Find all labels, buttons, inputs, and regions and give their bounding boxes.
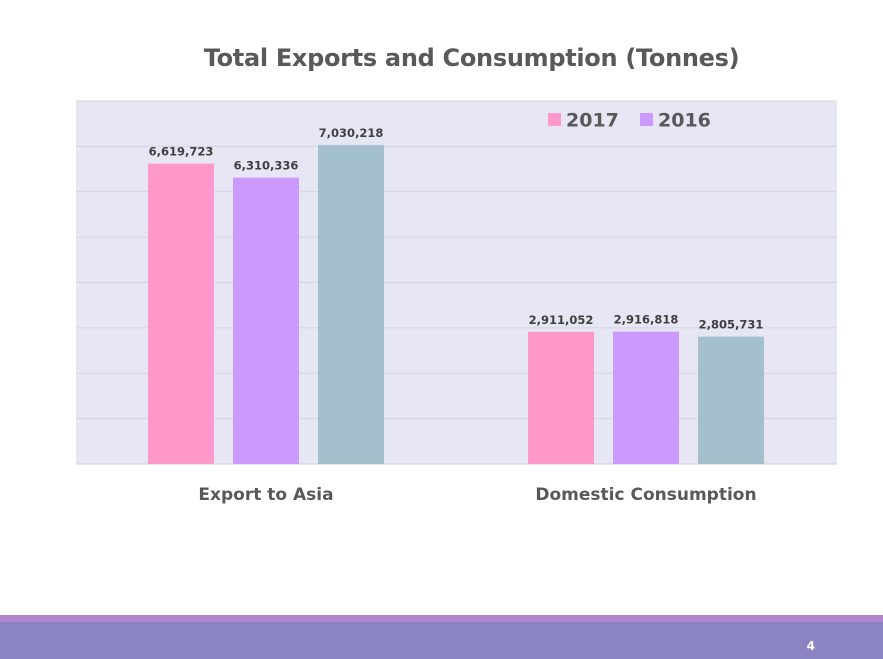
data-label: 7,030,218 [319,126,384,140]
legend-swatch [640,113,653,126]
category-label: Domestic Consumption [535,485,756,505]
footer-band [0,615,883,659]
data-label: 6,310,336 [234,159,299,173]
bar [148,163,214,464]
category-label: Export to Asia [198,485,333,505]
data-label: 2,911,052 [529,313,594,327]
legend-swatch [548,113,561,126]
page-number: 4 [806,639,815,653]
bar [698,336,764,464]
data-label: 2,805,731 [699,318,764,332]
legend-label: 2017 [566,110,619,132]
data-label: 2,916,818 [614,313,679,327]
bar [528,331,594,464]
bar [613,331,679,464]
legend-label: 2016 [658,110,711,132]
footer-accent-strip [0,615,883,622]
bar [233,177,299,464]
bar [318,145,384,465]
data-label: 6,619,723 [149,145,214,159]
chart-title: Total Exports and Consumption (Tonnes) [203,44,740,72]
